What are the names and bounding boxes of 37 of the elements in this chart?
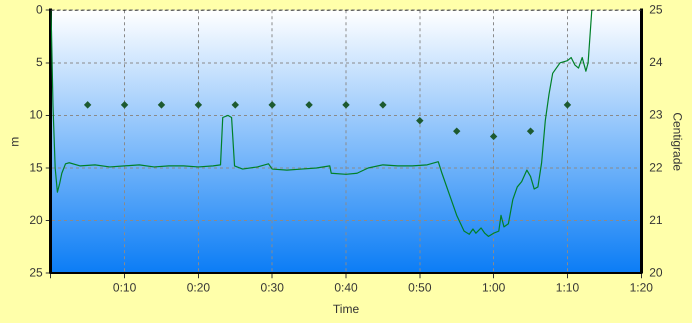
point xyxy=(306,101,313,108)
x-tick-label: 1:10 xyxy=(556,280,580,295)
x-tick-label: 1:20 xyxy=(630,280,654,295)
point xyxy=(564,101,571,108)
y-tick-label: 25 xyxy=(29,266,44,280)
y-tick-label: 20 xyxy=(29,212,44,227)
y2-tick-label: 22 xyxy=(649,160,663,174)
x-tick-label: 0:40 xyxy=(334,280,358,295)
y-tick-label: 5 xyxy=(36,55,44,70)
y-tick-label: 10 xyxy=(29,108,44,122)
y2-tick-label: 21 xyxy=(649,212,663,227)
point xyxy=(268,101,276,108)
y2-tick-label: 23 xyxy=(649,108,663,122)
y2-tick-label: 24 xyxy=(649,55,663,70)
x-tick-label: 1:00 xyxy=(482,280,506,295)
point xyxy=(416,117,424,124)
point xyxy=(490,132,498,140)
x-tick-label: 0:30 xyxy=(260,280,284,295)
y2-tick-label: 25 xyxy=(649,2,663,17)
point xyxy=(158,101,165,108)
point xyxy=(232,101,239,108)
point xyxy=(379,101,386,108)
point xyxy=(342,101,350,108)
point xyxy=(84,101,92,108)
x-tick-label: 0:50 xyxy=(408,280,432,295)
x-tick-label: 0:20 xyxy=(186,280,210,295)
y2-axis-title: Centigrade xyxy=(670,112,684,172)
y2-tick-label: 20 xyxy=(649,266,663,280)
point xyxy=(527,128,534,135)
point xyxy=(194,101,202,108)
y-tick-label: 15 xyxy=(29,160,44,174)
point xyxy=(453,128,460,135)
x-tick-label: 0:10 xyxy=(112,280,137,295)
x-axis-title: Time xyxy=(332,302,360,316)
y-axis-title: m xyxy=(8,136,22,147)
point xyxy=(121,101,128,108)
y-tick-label: 0 xyxy=(36,2,44,17)
